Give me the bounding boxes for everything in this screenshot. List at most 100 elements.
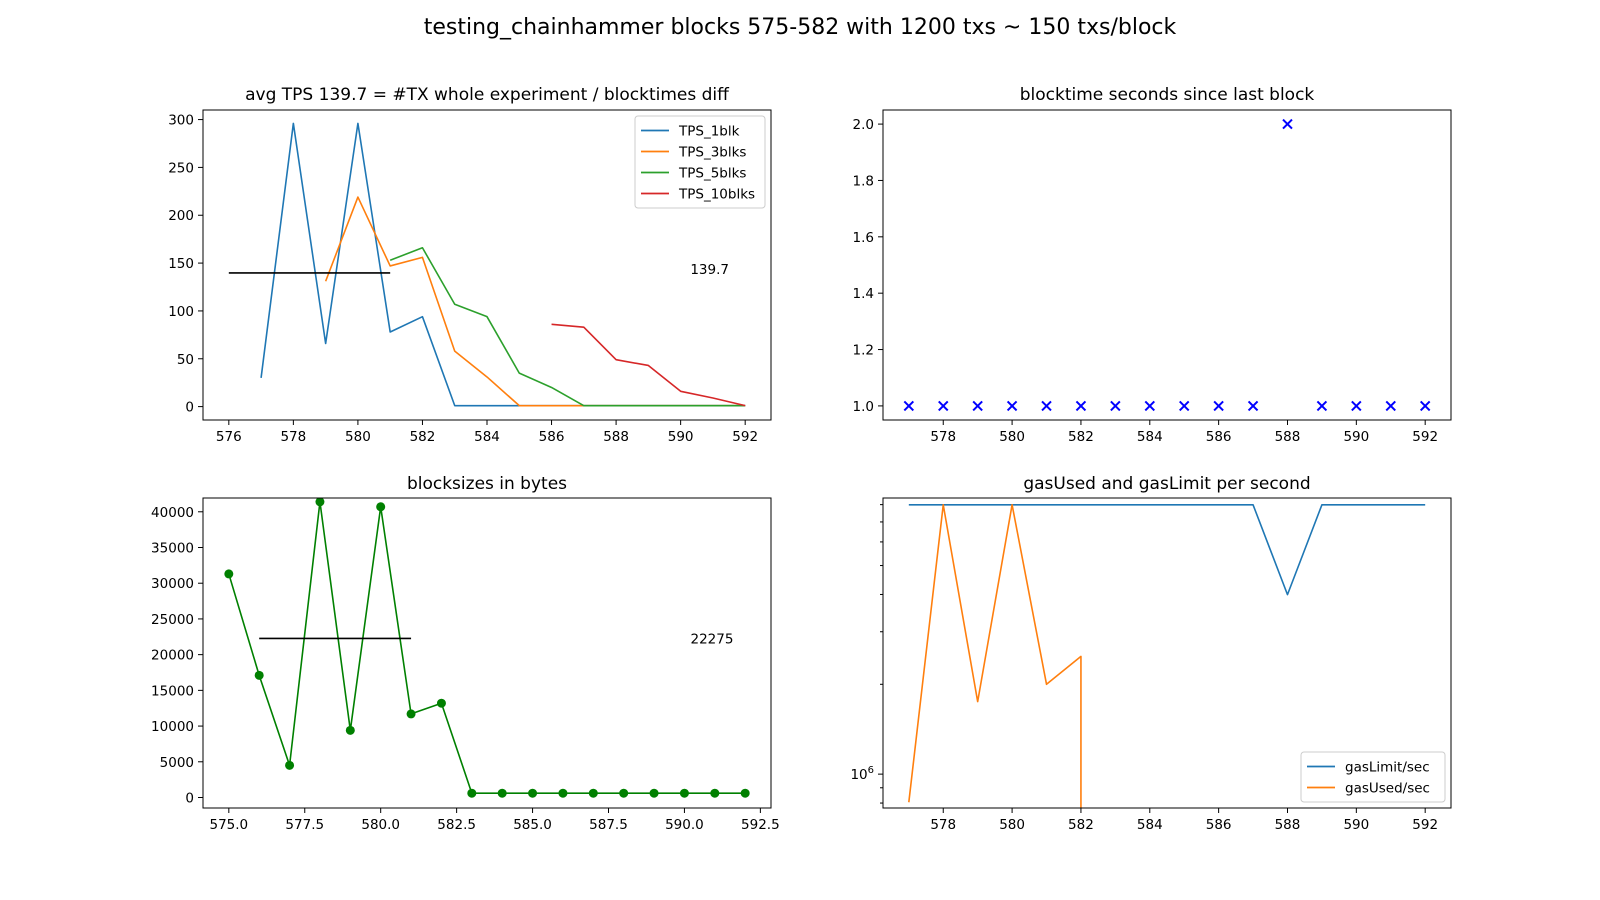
blocktime-panel: blocktime seconds since last block 578 58… (853, 85, 1452, 445)
blocksizes-point (497, 788, 507, 798)
blocktime-ytick-label: 1.4 (853, 286, 874, 302)
blocktime-data-layer (903, 118, 1431, 412)
tps-xtick-label: 592 (732, 429, 758, 445)
blocktime-point (1075, 400, 1087, 412)
tps-panel: avg TPS 139.7 = #TX whole experiment / b… (168, 85, 772, 445)
blocksizes-xtick-label: 575.0 (209, 817, 248, 833)
tps-xtick-label: 584 (474, 429, 500, 445)
blocktime-xtick-label: 582 (1068, 429, 1094, 445)
tps-axes-frame (202, 109, 772, 421)
tps-ytick-label: 300 (168, 113, 194, 129)
blocksizes-series-line (228, 500, 746, 795)
blocktime-xtick-label: 588 (1275, 429, 1301, 445)
blocksizes-point (315, 498, 325, 507)
blocksizes-title: blocksizes in bytes (407, 474, 567, 494)
gas-xtick-label: 580 (999, 817, 1025, 833)
tps-ytick-label: 150 (168, 256, 194, 272)
figure-title: testing_chainhammer blocks 575-582 with … (424, 15, 1177, 40)
blocksizes-ytick-label: 10000 (151, 719, 194, 735)
blocksizes-axes-frame (202, 497, 772, 809)
blocksizes-point (285, 760, 295, 770)
blocksizes-data-layer (224, 498, 750, 798)
tps-xtick-label: 590 (668, 429, 694, 445)
blocksizes-ytick-label: 35000 (151, 541, 194, 557)
blocktime-ytick-label: 1.6 (853, 230, 874, 246)
blocksizes-point (345, 725, 355, 735)
blocktime-ytick-label: 1.0 (853, 399, 874, 415)
blocksizes-point (224, 569, 234, 579)
blocksizes-point (528, 788, 538, 798)
tps-ytick-label: 0 (185, 400, 194, 416)
tps-xtick-label: 582 (410, 429, 436, 445)
gas-xtick-label: 584 (1137, 817, 1163, 833)
blocktime-point (1041, 400, 1052, 412)
blocksizes-ytick-label: 15000 (151, 683, 194, 699)
blocktime-point (1247, 400, 1259, 412)
gas-xtick-label: 586 (1206, 817, 1232, 833)
tps-title: avg TPS 139.7 = #TX whole experiment / b… (245, 85, 730, 105)
blocksizes-ytick-label: 0 (185, 791, 194, 807)
blocksizes-ytick-label: 25000 (151, 612, 194, 628)
blocktime-plot: 578 580 582 584 586 588 590 592 1.0 1.2 1.4 1.6 1.8 2… (853, 109, 1452, 445)
blocktime-point (1385, 400, 1396, 412)
gas-xtick-label: 578 (930, 817, 956, 833)
blocktime-point (1419, 400, 1431, 412)
tps-plot: 576 578 580 582 584 586 588 590 592 0 50 100 150 200 2… (168, 109, 772, 445)
gas-panel: gasUsed and gasLimit per second 578 580 58… (850, 474, 1452, 833)
blocksizes-annotation: 22275 (691, 631, 734, 647)
blocksizes-point (740, 788, 750, 798)
tps-xtick-label: 578 (280, 429, 306, 445)
blocktime-title: blocktime seconds since last block (1020, 85, 1315, 105)
blocktime-point (1213, 400, 1224, 412)
blocksizes-ytick-label: 40000 (151, 505, 194, 521)
tps-legend: TPS_1blk TPS_3blks TPS_5blks TPS_10blks (634, 115, 766, 209)
gas-gasused-sec-line (908, 503, 1082, 808)
blocksizes-point (588, 788, 598, 798)
blocktime-point (1179, 400, 1190, 412)
blocksizes-point (649, 788, 659, 798)
gas-axes-frame (882, 497, 1452, 809)
tps-annotation: 139.7 (690, 262, 729, 278)
tps-xtick-label: 580 (345, 429, 371, 445)
blocksizes-point (679, 788, 689, 798)
blocktime-point (1351, 400, 1362, 412)
blocksizes-ytick-label: 30000 (151, 576, 194, 592)
blocktime-axes-frame (882, 109, 1452, 421)
gas-gaslimit-sec-line (908, 503, 1426, 596)
gas-xtick-label: 590 (1343, 817, 1369, 833)
tps-legend-box (634, 115, 766, 209)
blocksizes-point (467, 788, 477, 798)
blocksizes-point (710, 788, 720, 798)
blocksizes-point (436, 698, 446, 708)
blocktime-xtick-label: 592 (1412, 429, 1438, 445)
blocktime-xtick-label: 590 (1343, 429, 1369, 445)
gas-xtick-label: 588 (1275, 817, 1301, 833)
blocktime-point (903, 400, 915, 412)
tps-legend-label-tps-10blks: TPS_10blks (678, 187, 755, 203)
gas-ytick-exponent: 6 (868, 765, 874, 776)
tps-legend-label-tps-1blk: TPS_1blk (678, 124, 740, 140)
blocktime-ytick-label: 2.0 (853, 117, 874, 133)
blocksizes-point (558, 788, 568, 798)
blocksizes-plot: 575.0 577.5 580.0 582.5 585.0 587.5 590.0 592.5… (151, 497, 780, 833)
tps-legend-label-tps-5blks: TPS_5blks (678, 166, 746, 182)
blocksizes-point (376, 502, 386, 512)
blocktime-ytick-label: 1.8 (853, 173, 874, 189)
tps-tps-3blks-line (324, 196, 746, 407)
gas-legend: gasLimit/sec gasUsed/sec (1300, 751, 1446, 803)
blocksizes-point (619, 788, 629, 798)
tps-tps-5blks-line (389, 246, 746, 407)
gas-legend-label-gasused-sec: gasUsed/sec (1345, 781, 1430, 797)
gas-xtick-label: 592 (1412, 817, 1438, 833)
tps-xtick-label: 588 (603, 429, 629, 445)
blocksizes-xtick-label: 582.5 (437, 817, 476, 833)
tps-data-layer (228, 122, 746, 407)
blocktime-ytick-label: 1.2 (853, 343, 874, 359)
blocktime-point (1282, 118, 1293, 130)
blocksizes-ytick-label: 5000 (160, 755, 194, 771)
blocksizes-xtick-label: 585.0 (513, 817, 552, 833)
blocksizes-point (406, 709, 416, 719)
blocktime-xtick-label: 586 (1206, 429, 1232, 445)
